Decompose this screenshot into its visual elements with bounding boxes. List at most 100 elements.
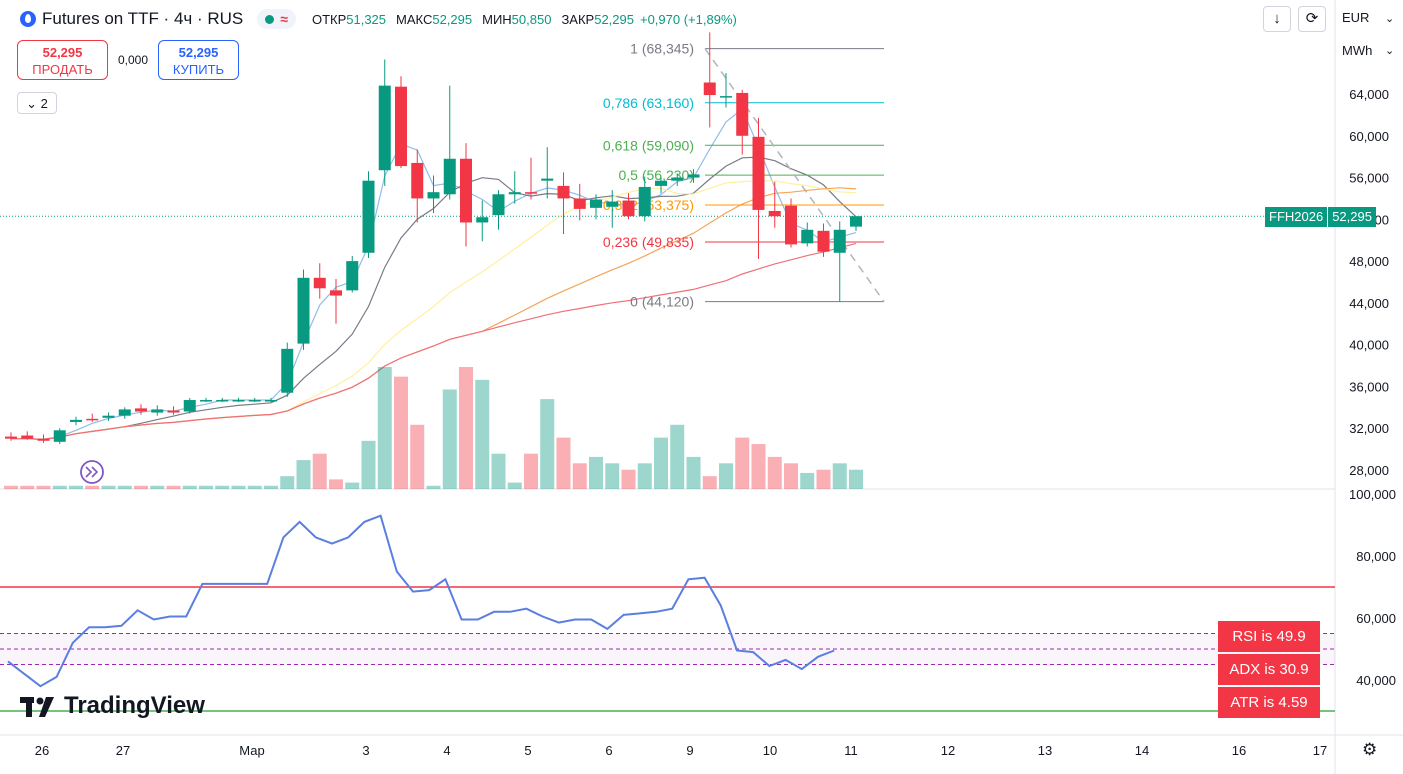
candle-body bbox=[573, 198, 586, 209]
sell-button[interactable]: 52,295 ПРОДАТЬ bbox=[17, 40, 108, 80]
candle-body bbox=[638, 186, 651, 217]
chart-header: Futures on TTF · 4ч · RUS ≈ ОТКР 51,325 М… bbox=[0, 0, 743, 38]
indicators-collapse-button[interactable]: ⌄ 2 bbox=[17, 92, 57, 114]
high-label: МАКС bbox=[396, 11, 433, 27]
candle-body bbox=[53, 430, 66, 442]
candle-body bbox=[833, 229, 846, 253]
chevron-down-icon[interactable]: ⌄ bbox=[1385, 13, 1395, 25]
unit-selector[interactable]: MWh bbox=[1342, 43, 1373, 58]
volume-bar bbox=[150, 485, 165, 489]
rsi-band-fill bbox=[0, 633, 1335, 665]
fib-level-label: 0,618 (59,090) bbox=[603, 137, 694, 153]
volume-bar bbox=[377, 367, 392, 489]
tradingview-logo[interactable]: TradingView bbox=[20, 692, 205, 720]
ma-fast-line bbox=[11, 108, 857, 441]
arrow-down-icon: ↓ bbox=[1273, 10, 1281, 27]
volume-bar bbox=[231, 485, 246, 489]
candle-body bbox=[37, 438, 50, 441]
download-button[interactable]: ↓ bbox=[1263, 6, 1291, 32]
buy-price: 52,295 bbox=[178, 45, 219, 60]
currency-selector[interactable]: EUR bbox=[1342, 10, 1370, 25]
time-tick-label: Мар bbox=[239, 743, 264, 758]
candle-body bbox=[476, 217, 489, 223]
fib-level-label: 1 (68,345) bbox=[630, 41, 694, 57]
volume-bar bbox=[199, 485, 213, 489]
candle-body bbox=[70, 419, 82, 422]
candle-body bbox=[801, 229, 814, 244]
rsi-tick-label: 60,000 bbox=[1356, 611, 1396, 626]
price-tick-label: 60,000 bbox=[1349, 129, 1389, 144]
volume-bar bbox=[702, 476, 717, 489]
time-axis[interactable]: 26 27 Мар 3 4 5 6 9 10 11 12 13 14 16 17 bbox=[35, 743, 1327, 758]
price-tick-label: 48,000 bbox=[1349, 254, 1389, 269]
volume-bar bbox=[426, 485, 441, 489]
close-label: ЗАКР bbox=[561, 11, 595, 27]
volume-bar bbox=[654, 437, 668, 489]
candle-body bbox=[720, 96, 732, 98]
volume-bar bbox=[524, 453, 538, 489]
candle-body bbox=[232, 400, 245, 402]
volume-bar bbox=[719, 463, 733, 489]
price-tick-label: 36,000 bbox=[1349, 379, 1389, 394]
time-tick-label: 11 bbox=[844, 743, 858, 758]
settings-gear-icon[interactable]: ⚙ bbox=[1362, 740, 1378, 759]
candle-body bbox=[752, 136, 765, 210]
price-tick-label: 28,000 bbox=[1349, 463, 1389, 478]
candle-body bbox=[362, 180, 375, 253]
volume-bar bbox=[491, 453, 506, 489]
symbol-title[interactable]: Futures on TTF · 4ч · RUS bbox=[42, 9, 244, 28]
time-tick-label: 10 bbox=[763, 743, 777, 758]
candle-body bbox=[671, 177, 684, 181]
last-price-value: 52,295 bbox=[1332, 209, 1372, 224]
volume-bars bbox=[4, 367, 863, 489]
replay-arrows-icon bbox=[85, 466, 99, 478]
candle-body bbox=[118, 409, 131, 416]
buy-label: КУПИТЬ bbox=[172, 62, 225, 77]
fullscreen-button[interactable]: ⟳ bbox=[1298, 6, 1326, 32]
volume-bar bbox=[784, 463, 798, 489]
candle-body bbox=[102, 415, 115, 418]
chevron-down-icon[interactable]: ⌄ bbox=[1385, 45, 1395, 57]
candle-body bbox=[265, 400, 277, 402]
volume-bar bbox=[215, 485, 230, 489]
time-tick-label: 4 bbox=[443, 743, 450, 758]
price-axis[interactable]: 64,00060,00056,00052,00048,00044,00040,0… bbox=[1349, 87, 1396, 688]
volume-bar bbox=[621, 469, 636, 489]
adx-value-box: ADX is 30.9 bbox=[1218, 654, 1320, 685]
market-status[interactable]: ≈ bbox=[257, 9, 296, 29]
rsi-value-box: RSI is 49.9 bbox=[1218, 621, 1320, 652]
fib-level-label: 0,236 (49,835) bbox=[603, 234, 694, 250]
sell-price: 52,295 bbox=[42, 45, 83, 60]
volume-bar bbox=[735, 437, 750, 489]
fib-level-label: 0,786 (63,160) bbox=[603, 95, 694, 111]
high-value: 52,295 bbox=[432, 11, 473, 27]
time-tick-label: 27 bbox=[116, 743, 130, 758]
candle-body bbox=[768, 210, 781, 217]
volume-bar bbox=[637, 463, 652, 489]
time-tick-label: 12 bbox=[941, 743, 955, 758]
time-tick-label: 26 bbox=[35, 743, 49, 758]
candle-body bbox=[200, 400, 212, 402]
brand-name: TradingView bbox=[64, 692, 205, 719]
volume-bar bbox=[410, 424, 425, 489]
time-tick-label: 3 bbox=[362, 743, 369, 758]
volume-bar bbox=[101, 485, 116, 489]
volume-bar bbox=[52, 485, 67, 489]
volume-bar bbox=[296, 460, 311, 489]
volume-bar bbox=[751, 444, 766, 489]
candle-body bbox=[590, 199, 602, 208]
candle-body bbox=[785, 205, 797, 245]
last-price-tag: FFH2026 52,295 bbox=[1265, 207, 1376, 227]
volume-bar bbox=[605, 463, 620, 489]
volume-bar bbox=[20, 485, 35, 489]
candle-body bbox=[622, 200, 635, 217]
candle-body bbox=[850, 216, 862, 227]
buy-button[interactable]: 52,295 КУПИТЬ bbox=[158, 40, 239, 80]
rsi-line bbox=[7, 514, 835, 688]
candle-body bbox=[248, 400, 261, 402]
fibonacci-retracement[interactable]: 1 (68,345) 0,786 (63,160) 0,618 (59,090) 0,… bbox=[603, 41, 885, 310]
time-tick-label: 13 bbox=[1038, 743, 1052, 758]
time-tick-label: 16 bbox=[1232, 743, 1246, 758]
